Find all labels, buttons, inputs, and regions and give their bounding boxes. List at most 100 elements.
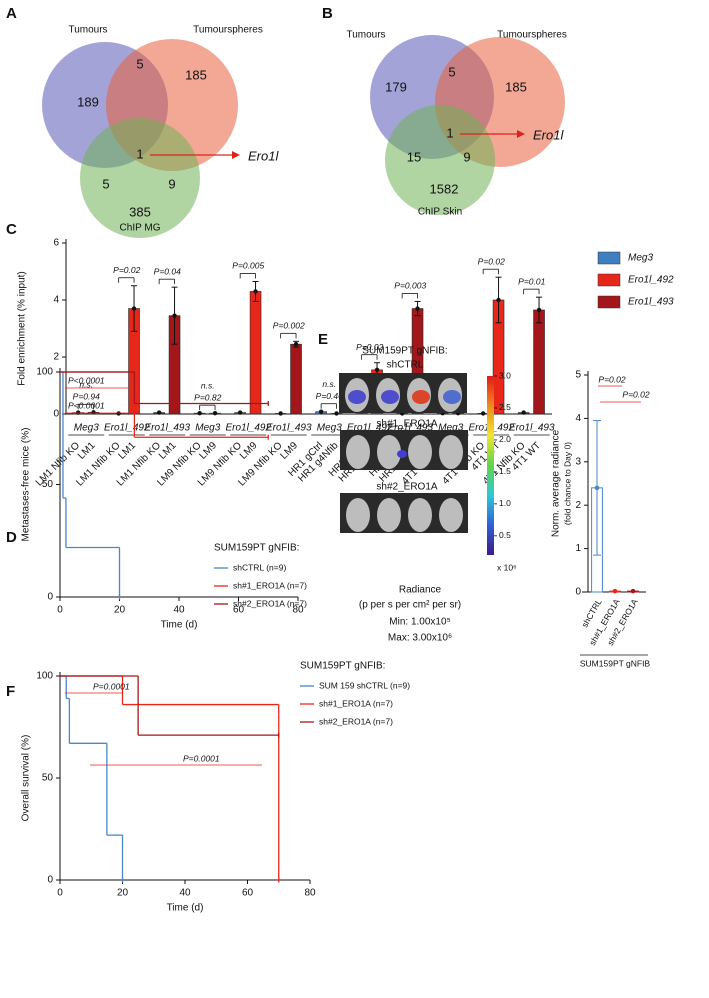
venn-count: 185 [505,79,527,94]
legend-label: Ero1l_492 [628,275,674,286]
row-label: sh#1_ERO1A [376,419,437,430]
group-label: Ero1l_493 [144,423,190,434]
mouse [346,435,370,469]
signal [443,390,461,404]
data-dot [318,409,324,414]
signal [348,390,366,404]
mouse [408,435,432,469]
p-value: P=0.46 [316,391,343,401]
data-dot [536,307,542,313]
significance: n.s. [79,380,93,390]
x-tick-label: 0 [57,605,63,616]
p-value: P=0.02 [478,256,505,266]
data-dot [278,411,283,416]
p-value: P=0.02 [622,389,649,399]
annotation: Ero1l [533,127,564,142]
p-value: P<0.0001 [68,400,105,410]
y-tick-label: 50 [42,773,54,784]
p-value: P=0.82 [194,392,221,402]
y-tick-label: 100 [36,367,53,378]
data-dot [197,410,202,416]
colorbar-tick-label: 1.0 [499,498,511,508]
y-tick-label: 0 [47,875,53,886]
data-dot [334,411,339,416]
colorbar-unit: x 10⁶ [497,562,517,572]
x-axis-label: SUM159PT gNFIB [580,658,651,668]
legend-label: Ero1l_493 [628,297,674,308]
colorbar-tick-label: 2.5 [499,402,511,412]
group-label: Ero1l_492 [225,423,271,434]
legend-swatch [597,295,621,309]
colorbar-tick-label: 1.5 [499,466,511,476]
p-value: P=0.02 [356,342,383,352]
y-axis-label: Norm. average radiance [551,429,562,537]
data-dot [415,306,420,311]
colorbar-tick-label: 3.0 [499,370,511,380]
data-dot [594,485,600,491]
y-tick-label: 50 [42,479,54,490]
data-dot [496,297,501,303]
venn-count: 1 [136,146,143,161]
panel-label: B [322,5,333,22]
venn-count: 385 [129,204,151,219]
panel-label: F [6,683,15,700]
venn-count: 189 [77,94,99,109]
legend-swatch [597,251,621,265]
mouse [439,435,463,469]
legend-label: sh#2_ERO1A (n=7) [319,716,393,726]
signal [412,390,430,404]
group-label: Ero1l_492 [347,423,393,434]
y-tick-label: 3 [575,456,581,467]
x-tick-label: 40 [173,605,185,616]
y-tick-label: 2 [575,500,581,511]
bar [533,309,545,415]
venn-set [80,118,200,238]
x-tick-label: 20 [114,605,126,616]
y-axis-label: Metastases-free mice (%) [21,428,32,542]
bar [290,343,302,415]
venn-count: 15 [407,149,421,164]
venn-count: 5 [102,176,109,191]
x-axis-label: Time (d) [167,903,204,914]
p-value: P=0.002 [273,321,305,331]
colorbar [487,376,494,555]
panel-label: A [6,5,17,22]
annotation: Ero1l [248,148,279,163]
radiance-min: Min: 1.00x10⁵ [389,617,450,628]
legend-title: SUM159PT gNFIB: [300,661,385,672]
data-dot [131,306,137,311]
venn-count: 185 [185,67,207,82]
significance: n.s. [322,379,336,389]
arrow-head [517,130,525,138]
mouse [377,435,401,469]
y-tick-label: 1 [575,543,581,554]
image-title: SUM159PT gNFIB: [362,346,447,357]
group-label: Ero1l_492 [104,423,150,434]
venn-count: 1582 [430,181,459,196]
x-tick-label: LM1 [116,440,138,462]
significance: n.s. [201,380,215,390]
legend-label: sh#2_ERO1A (n=7) [233,598,307,608]
x-tick-label: 80 [292,605,304,616]
data-dot [237,410,243,415]
p-value: P=0.005 [232,261,264,271]
y-tick-label: 4 [53,295,59,306]
x-tick-label: 60 [233,605,245,616]
venn-set [385,105,495,215]
y-axis-label: Overall survival (%) [21,735,32,822]
group-label: Ero1l_493 [266,423,312,434]
x-tick-label: LM9 [238,440,260,462]
mouse [377,498,401,532]
y-tick-label: 100 [36,671,53,682]
data-dot [116,411,121,416]
x-tick-label: 0 [57,888,63,899]
x-axis-label: Time (d) [161,620,198,631]
p-value: P<0.0001 [68,375,105,385]
group-label: Meg3 [438,423,463,434]
panel-label: D [6,529,17,546]
venn-count: 9 [463,149,470,164]
legend-swatch [597,273,621,287]
group-label: Meg3 [317,423,342,434]
panel-label: E [318,331,328,348]
